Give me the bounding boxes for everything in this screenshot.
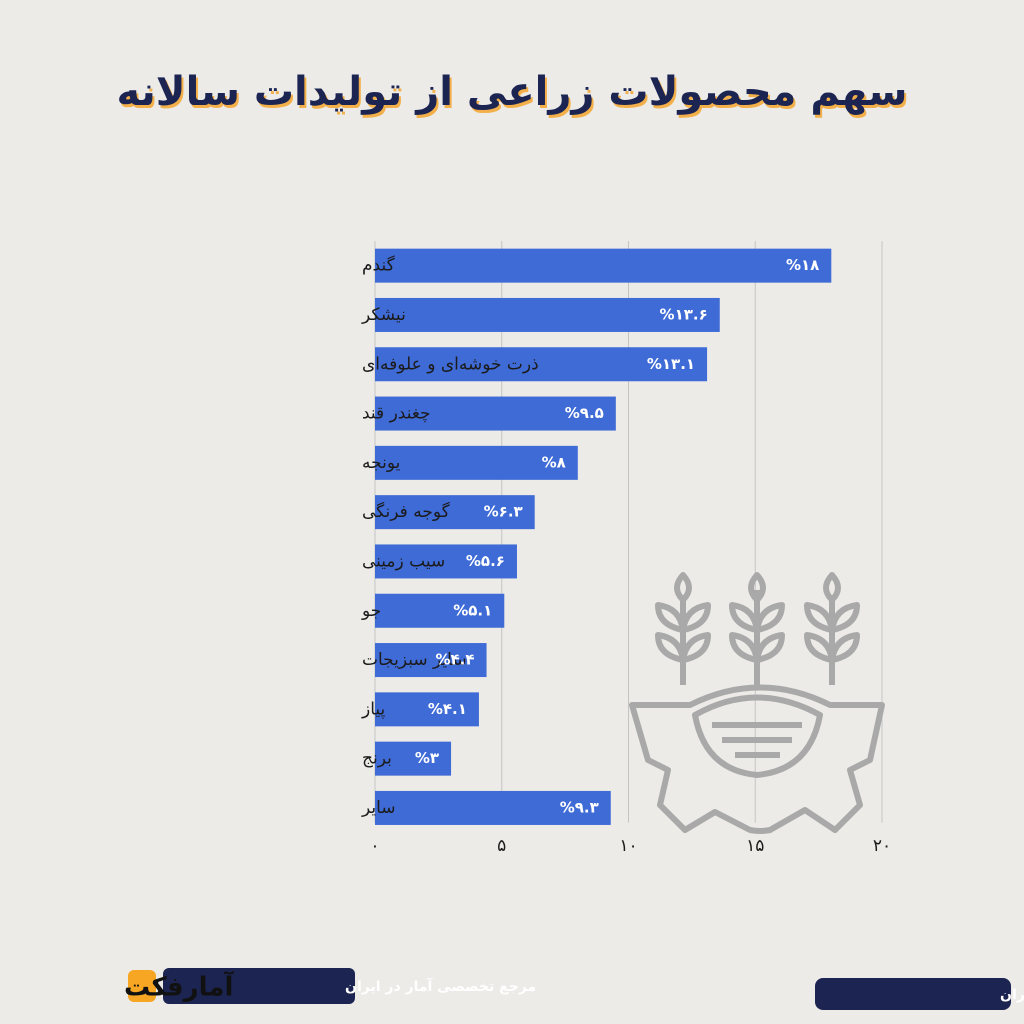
bar: [375, 347, 708, 382]
value-label: %۱۳.۶: [660, 305, 708, 323]
value-label: %۱۳.۱: [647, 355, 695, 373]
category-label: برنج: [362, 749, 392, 769]
value-label: %۸: [542, 453, 566, 471]
bar: [375, 297, 720, 332]
value-label: %۶.۳: [484, 503, 523, 521]
value-label: %۵.۱: [453, 601, 492, 619]
bar: [375, 790, 611, 825]
brand-logo: [128, 970, 156, 1002]
category-label: یونجه: [362, 453, 401, 473]
source-box: [815, 978, 1011, 1010]
x-tick-label: ۵: [497, 836, 506, 856]
value-label: %۱۸: [786, 256, 819, 274]
bar: [375, 643, 487, 678]
chart-title: سهم محصولات زراعی از تولیدات سالانه: [117, 69, 908, 115]
category-label: گوجه فرنگی: [362, 501, 451, 522]
category-label: پیاز: [361, 699, 386, 719]
bar: [375, 248, 832, 283]
brand: آمارفکت: [124, 971, 234, 1003]
value-label: %۴.۴: [435, 651, 474, 669]
bar: [375, 544, 517, 579]
value-label: %۴.۱: [428, 700, 467, 718]
category-label: نیشکر: [361, 305, 406, 325]
x-tick-label: ۱۰: [619, 836, 637, 856]
source: منبع: مرکز آمار ایران: [1000, 985, 1024, 1003]
tagline: مرجع تخصصی آمار در ایران: [345, 977, 536, 995]
tagline-box: [163, 968, 355, 1004]
category-label: سایر: [361, 798, 396, 818]
bar: [375, 692, 479, 727]
value-label: %۹.۳: [560, 798, 599, 816]
bar: [375, 396, 616, 431]
value-label: %۵.۶: [466, 552, 505, 570]
bar: [375, 445, 578, 480]
value-label: %۹.۵: [565, 404, 604, 422]
chart-title-shadow: سهم محصولات زراعی از تولیدات سالانه: [119, 72, 910, 118]
bar: [375, 593, 505, 628]
category-label: جو: [361, 601, 381, 621]
category-label: سیب زمینی: [362, 551, 445, 571]
category-label: گندم: [362, 255, 396, 276]
value-label: %۳: [415, 749, 439, 767]
category-label: ذرت خوشه‌ای و علوفه‌ای: [362, 354, 539, 374]
category-label: سایر سبزیجات: [362, 650, 467, 670]
x-tick-label: ۱۵: [746, 836, 764, 856]
wheat-gear-icon: [629, 572, 885, 834]
category-label: چغندر قند: [362, 404, 431, 424]
x-tick-label: ۲۰: [873, 836, 891, 856]
bar: [375, 741, 452, 776]
bar: [375, 495, 535, 530]
x-tick-label: ۰: [370, 836, 379, 856]
